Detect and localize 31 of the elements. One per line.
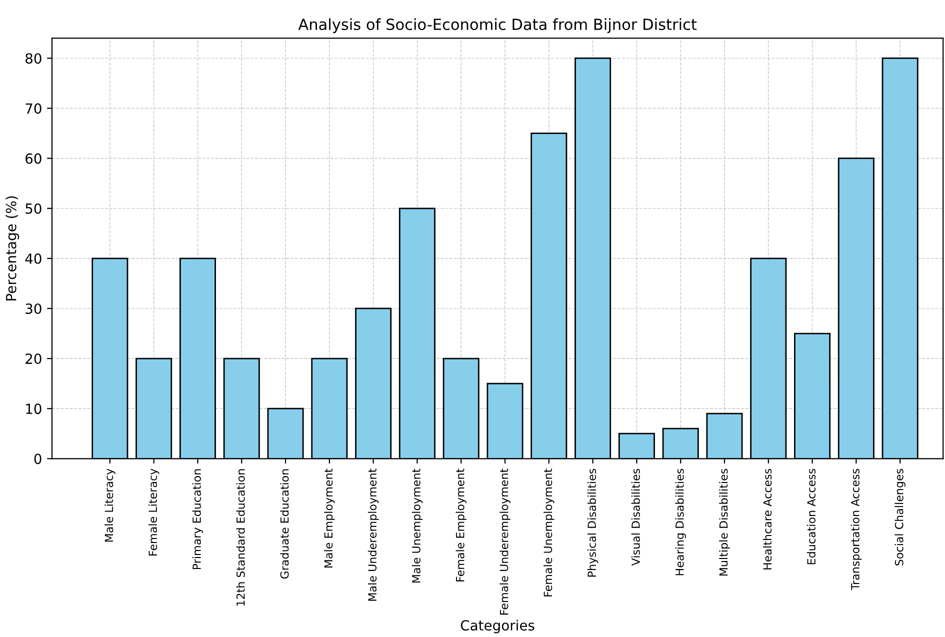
chart-title: Analysis of Socio-Economic Data from Bijnor District (298, 18, 697, 34)
x-tick-label: Female Literacy (148, 468, 160, 556)
y-tick-label: 60 (26, 153, 42, 164)
x-axis-title: Categories (460, 620, 534, 634)
x-tick-label: Multiple Disabilities (719, 468, 730, 576)
x-tick-label: Transportation Access (850, 468, 862, 590)
x-tick-label: Male Literacy (104, 468, 116, 542)
y-tick-label: 10 (26, 404, 42, 414)
y-tick-label: 40 (25, 253, 42, 264)
y-tick-label: 50 (26, 203, 42, 214)
x-tick-label: Physical Disabilities (587, 468, 598, 577)
x-tick-label: Healthcare Access (763, 468, 772, 570)
x-tick-label: Education Access (806, 468, 816, 564)
x-tick-label: Male Underemployment (368, 468, 379, 601)
x-tick-label: Primary Education (192, 469, 204, 570)
y-tick-label: 20 (26, 354, 42, 364)
x-tick-label: Hearing Disabilities (675, 468, 686, 576)
x-tick-label: Graduate Education (280, 469, 289, 579)
x-tick-label: Female Underemployment (500, 468, 510, 615)
x-tick-label: Female Employment (456, 468, 466, 582)
y-tick-label: 70 (26, 103, 42, 114)
y-tick-label: 80 (26, 53, 42, 64)
y-tick-label: 30 (26, 303, 42, 314)
x-tick-label: Social Challenges (894, 468, 906, 566)
y-axis-title: Percentage (%) (6, 196, 20, 300)
x-tick-label: 12th Standard Education (236, 469, 245, 606)
y-tick-label: 0 (34, 454, 42, 464)
x-tick-label: Male Unemployment (412, 468, 423, 583)
x-tick-label: Visual Disabilities (631, 468, 640, 566)
x-tick-label: Female Unemployment (544, 468, 554, 596)
x-tick-label: Male Employment (324, 468, 335, 568)
